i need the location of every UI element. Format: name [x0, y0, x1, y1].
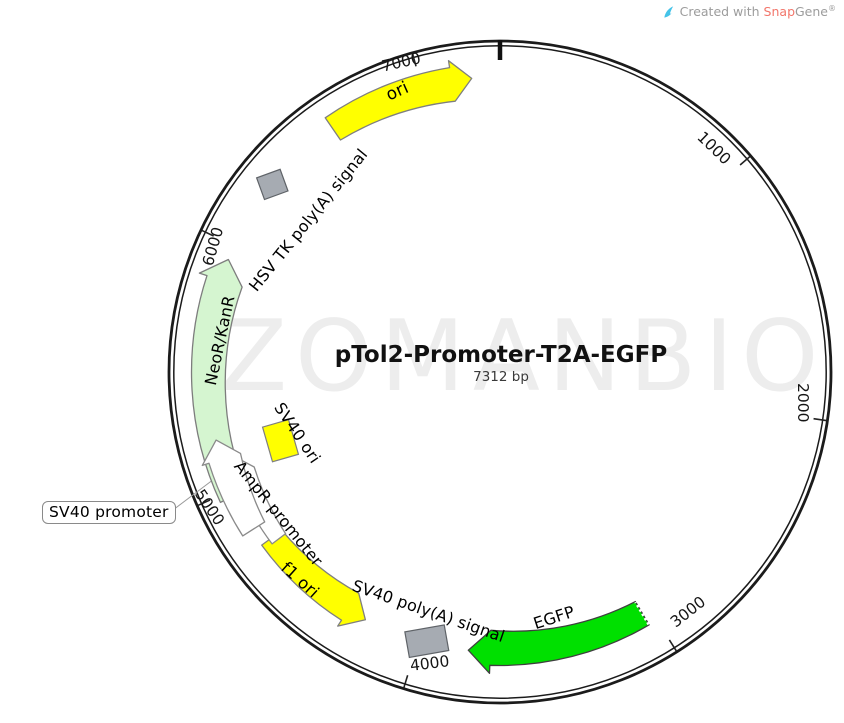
- tick-5000: [197, 499, 211, 507]
- brand-snap: Snap: [763, 4, 795, 20]
- plasmid-backbone-inner: [173, 45, 827, 699]
- feature-hsv-tk-polya-box: [255, 168, 289, 201]
- feature-sv40-polya-box: [404, 624, 450, 659]
- feature-sv40-promoter-arrow: [201, 439, 266, 537]
- feature-hsv-tk-polya-rect: [255, 168, 289, 201]
- feature-ori-arrow: [324, 60, 473, 141]
- tick-1000: [739, 155, 751, 166]
- plasmid-backbone-outer: [167, 39, 833, 705]
- tick-6000: [201, 229, 214, 237]
- feature-egfp-jagged-edge: [634, 601, 651, 626]
- watermark-text: ZOMANBIO: [220, 300, 827, 414]
- feature-sv40-polya-rect: [404, 624, 450, 659]
- feature-f1-ori-arrow: [261, 529, 367, 627]
- brand-gene: Gene: [795, 4, 828, 20]
- feature-egfp-arrow: [467, 600, 650, 674]
- feature-neor-kanr-arrow: [190, 258, 248, 504]
- snapgene-logo-icon: [663, 6, 673, 18]
- snapgene-credit: Created with SnapGene®: [662, 4, 836, 19]
- feature-sv40-ori-box: [261, 418, 300, 463]
- tick-3000: [668, 639, 678, 652]
- tick-2000: [813, 417, 827, 422]
- tick-4000: [403, 675, 409, 688]
- credit-text: Created with SnapGene®: [679, 4, 836, 20]
- registered-mark: ®: [828, 4, 836, 13]
- tick-7000: [411, 53, 417, 67]
- feature-sv40-ori-rect: [261, 418, 300, 463]
